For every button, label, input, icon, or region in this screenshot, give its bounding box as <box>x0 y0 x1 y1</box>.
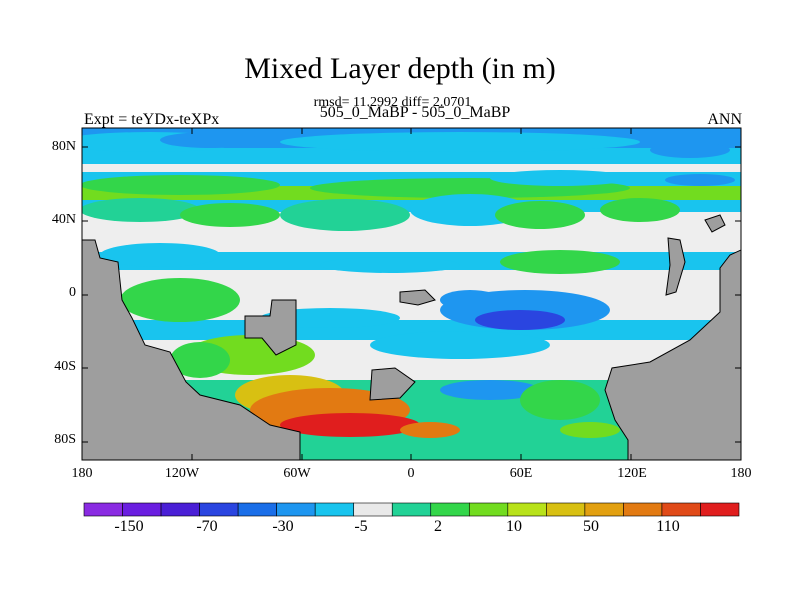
anomaly-patch <box>650 142 730 158</box>
land-polygon <box>665 237 686 296</box>
colorbar-swatch <box>391 502 432 517</box>
colorbar-swatch <box>199 502 239 517</box>
colorbar-swatch <box>468 502 509 517</box>
anomaly-patch <box>370 331 550 359</box>
anomaly-patch <box>320 257 460 273</box>
colorbar-swatch <box>546 502 586 517</box>
plot-title: Mixed Layer depth (in m) <box>244 52 556 85</box>
anomaly-patch <box>280 132 640 152</box>
lat-tick-label: 80N <box>51 139 76 154</box>
anomaly-patch <box>280 413 420 437</box>
colorbar-swatch <box>160 502 200 517</box>
case-label: 505_0_MaBP - 505_0_MaBP <box>319 104 511 121</box>
colorbar-label: 110 <box>656 518 680 535</box>
anomaly-patch <box>500 250 620 274</box>
colorbar-swatch <box>623 502 663 517</box>
colorbar-label: -5 <box>354 518 368 535</box>
axis-ticks <box>81 128 742 460</box>
lat-tick-label: 40S <box>54 359 76 374</box>
season-label: ANN <box>707 111 742 128</box>
land-masses <box>82 214 741 460</box>
lon-tick-label: 60E <box>509 466 533 481</box>
lat-tick-label: 0 <box>69 285 76 300</box>
stats-label: rmsd= 11.2992 diff= 2.0701 <box>313 95 472 110</box>
lon-tick-label: 180 <box>71 466 93 481</box>
lon-tick-label: 180 <box>730 466 752 481</box>
colorbar-swatch <box>276 502 316 517</box>
land-polygon <box>399 289 436 306</box>
anomaly-patch <box>490 170 630 186</box>
colorbar-swatch <box>83 502 123 517</box>
lon-tick-label: 120E <box>617 466 647 481</box>
colorbar-swatch <box>661 502 701 517</box>
anomaly-patch <box>82 175 280 195</box>
colorbar-swatch <box>237 502 277 517</box>
anomaly-patch <box>440 290 500 310</box>
anomaly-patch <box>170 342 230 378</box>
anomaly-patch <box>160 132 260 148</box>
colorbar-label: -70 <box>196 518 218 535</box>
anomaly-patch <box>100 243 220 267</box>
land-polygon <box>604 249 741 460</box>
field-band <box>82 164 741 172</box>
lon-tick-label: 120W <box>164 466 200 481</box>
field-band <box>82 148 741 164</box>
colorbar-swatch <box>507 502 547 517</box>
colorbar-swatch <box>584 502 624 517</box>
expt-label: Expt = teYDx-teXPx <box>84 111 220 128</box>
colorbar-swatch <box>353 502 393 517</box>
lat-tick-label: 80S <box>54 432 76 447</box>
colorbar-label: 50 <box>583 518 599 535</box>
anomaly-patch <box>600 198 680 222</box>
colorbar-label: 10 <box>506 518 522 535</box>
anomaly-patch <box>520 380 600 420</box>
colorbar-label: -30 <box>272 518 294 535</box>
lon-tick-label: 0 <box>407 466 415 481</box>
lon-tick-label: 60W <box>283 466 311 481</box>
anomaly-patch <box>560 422 620 438</box>
anomaly-patch <box>475 310 565 330</box>
map-field <box>82 128 741 460</box>
lat-tick-label: 40N <box>51 212 76 227</box>
land-polygon <box>82 239 301 460</box>
land-polygon <box>704 214 726 233</box>
land-polygon <box>369 367 416 401</box>
anomaly-patch <box>280 199 410 231</box>
colorbar-label: 2 <box>434 518 442 535</box>
land-polygon <box>244 299 297 356</box>
anomaly-patch <box>440 380 540 400</box>
colorbar-swatch <box>122 502 162 517</box>
anomaly-patch <box>495 201 585 229</box>
anomaly-patch <box>180 203 280 227</box>
anomaly-patch <box>665 174 735 186</box>
colorbar-label: -150 <box>114 518 144 535</box>
colorbar <box>83 502 740 517</box>
colorbar-swatch <box>314 502 355 517</box>
anomaly-patch <box>120 278 240 322</box>
anomaly-patch <box>400 422 460 438</box>
colorbar-swatch <box>430 502 470 517</box>
anomaly-patch <box>82 198 200 222</box>
colorbar-swatch <box>700 502 740 517</box>
